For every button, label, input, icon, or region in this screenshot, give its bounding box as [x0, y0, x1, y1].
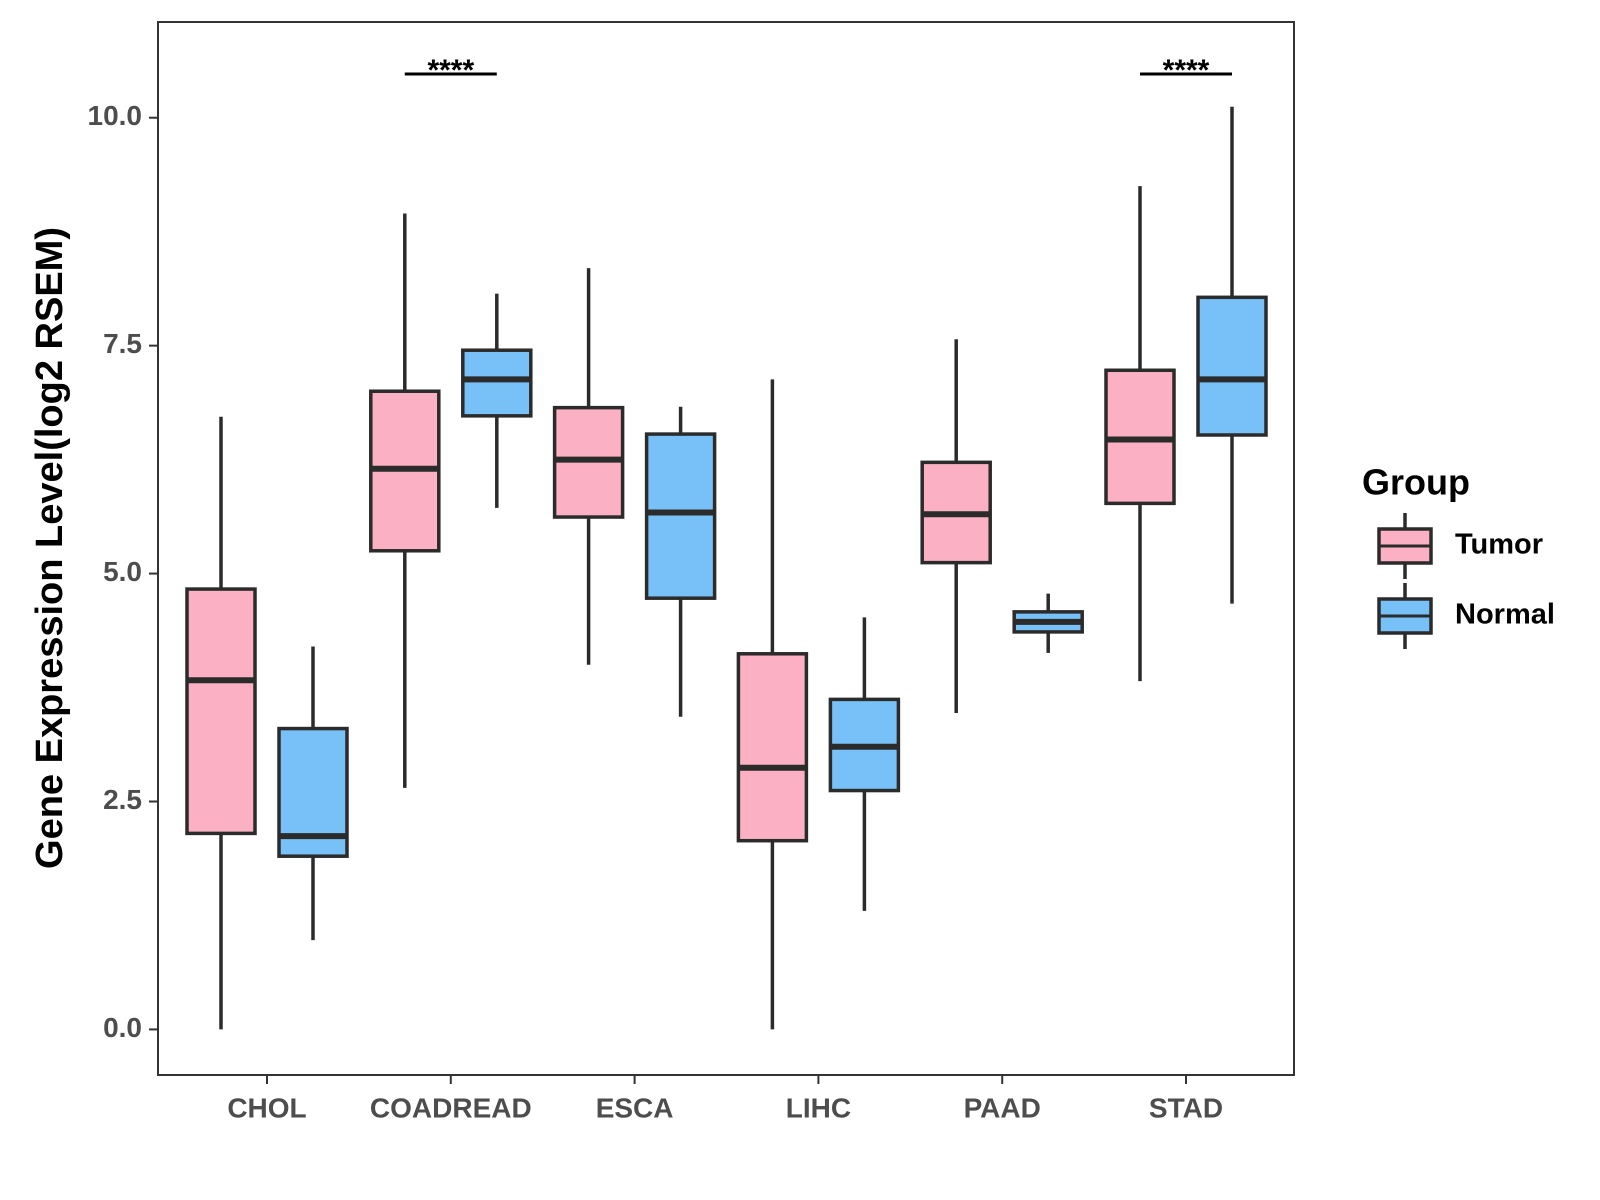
box-tumor-stad	[1104, 186, 1176, 682]
box-tumor-esca	[552, 268, 625, 665]
box-body	[461, 348, 533, 418]
legend-label: Normal	[1455, 599, 1555, 631]
x-axis: CHOL COADREAD ESCA LIHC PAAD STAD	[227, 1075, 1223, 1123]
x-tick-label: PAAD	[964, 1092, 1041, 1123]
significance-label: ****	[427, 54, 474, 87]
box-normal-esca	[644, 406, 717, 717]
panel-border	[157, 21, 1295, 1076]
legend-item-normal: Normal	[1377, 583, 1555, 649]
x-tick-label: STAD	[1149, 1092, 1223, 1123]
box-body	[644, 432, 717, 600]
box-normal-stad	[1196, 106, 1268, 604]
legend-item-tumor: Tumor	[1377, 513, 1543, 579]
y-tick-label: 0.0	[103, 1012, 142, 1043]
box-normal-paad	[1012, 593, 1084, 653]
significance-stad: ****	[1140, 54, 1232, 87]
plot-area: **** ****	[185, 54, 1268, 1030]
box-normal-lihc	[828, 617, 901, 911]
box-tumor-chol	[185, 416, 257, 1030]
y-axis: 0.0 2.5 5.0 7.5 10.0	[88, 100, 158, 1043]
box-normal-chol	[277, 646, 349, 941]
significance-coadread: ****	[404, 54, 497, 87]
x-tick-label: CHOL	[227, 1092, 306, 1123]
y-tick-label: 5.0	[103, 556, 142, 587]
box-body	[736, 652, 809, 843]
y-axis-title: Gene Expression Level(log2 RSEM)	[29, 227, 71, 869]
x-tick-label: COADREAD	[370, 1092, 532, 1123]
box-normal-coadread	[461, 293, 533, 508]
legend-label: Tumor	[1455, 529, 1543, 561]
box-tumor-paad	[920, 339, 992, 714]
significance-label: ****	[1163, 54, 1210, 87]
box-tumor-lihc	[736, 379, 809, 1030]
y-tick-label: 10.0	[88, 100, 143, 131]
legend-title: Group	[1362, 462, 1470, 503]
x-tick-label: LIHC	[786, 1092, 851, 1123]
box-body	[185, 587, 257, 836]
y-tick-label: 7.5	[103, 328, 142, 359]
box-tumor-coadread	[369, 213, 441, 788]
legend: Group Tumor Normal	[1362, 462, 1555, 649]
y-tick-label: 2.5	[103, 784, 142, 815]
x-tick-label: ESCA	[596, 1092, 674, 1123]
box-body	[1196, 295, 1268, 437]
